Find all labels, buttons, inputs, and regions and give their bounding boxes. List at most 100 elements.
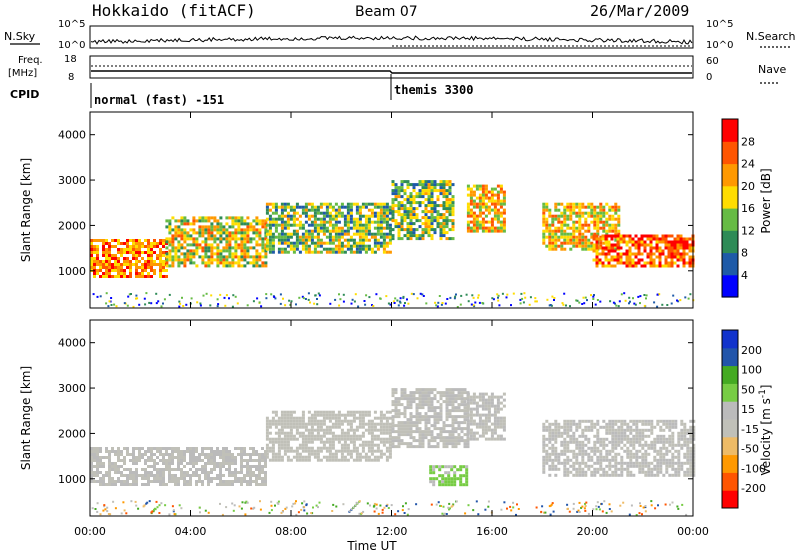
power-echo-cell bbox=[599, 215, 602, 218]
velocity-echo-cell bbox=[147, 477, 150, 480]
nsearch-tick-low: 10^0 bbox=[706, 40, 733, 51]
velocity-echo-cell bbox=[479, 426, 482, 429]
velocity-echo-cell bbox=[596, 438, 599, 441]
power-echo-cell bbox=[141, 272, 144, 275]
nsky-trace bbox=[91, 36, 692, 46]
velocity-echo-cell bbox=[162, 453, 165, 456]
power-noise-cell bbox=[181, 297, 183, 299]
velocity-echo-cell bbox=[389, 429, 392, 432]
velocity-echo-cell bbox=[237, 447, 240, 450]
power-echo-cell bbox=[485, 191, 488, 194]
power-echo-cell bbox=[416, 234, 419, 237]
power-echo-cell bbox=[144, 251, 147, 254]
velocity-echo-cell bbox=[548, 447, 551, 450]
power-echo-cell bbox=[308, 233, 311, 236]
velocity-echo-cell bbox=[177, 459, 180, 462]
power-echo-cell bbox=[135, 266, 138, 269]
power-echo-cell bbox=[491, 218, 494, 221]
power-noise-cell bbox=[368, 296, 370, 298]
velocity-echo-cell bbox=[228, 453, 231, 456]
power-echo-cell bbox=[575, 212, 578, 215]
power-echo-cell bbox=[575, 206, 578, 209]
velocity-echo-cell bbox=[305, 456, 308, 459]
velocity-echo-cell bbox=[272, 420, 275, 423]
velocity-echo-cell bbox=[207, 459, 210, 462]
power-echo-cell bbox=[470, 221, 473, 224]
power-echo-cell bbox=[189, 249, 192, 252]
velocity-echo-cell bbox=[467, 442, 470, 445]
velocity-echo-cell bbox=[626, 447, 629, 450]
velocity-noise-cell bbox=[553, 511, 555, 513]
power-echo-cell bbox=[683, 241, 686, 244]
power-echo-cell bbox=[222, 264, 225, 267]
power-echo-cell bbox=[168, 252, 171, 255]
velocity-echo-cell bbox=[278, 432, 281, 435]
velocity-echo-cell bbox=[671, 453, 674, 456]
velocity-echo-cell bbox=[365, 411, 368, 414]
power-echo-cell bbox=[287, 245, 290, 248]
velocity-echo-cell bbox=[195, 447, 198, 450]
velocity-echo-cell bbox=[338, 423, 341, 426]
velocity-echo-cell bbox=[150, 456, 153, 459]
velocity-echo-cell bbox=[635, 462, 638, 465]
velocity-echo-cell bbox=[150, 480, 153, 483]
power-echo-cell bbox=[314, 224, 317, 227]
velocity-echo-cell bbox=[281, 432, 284, 435]
power-noise-cell bbox=[288, 300, 290, 302]
velocity-echo-cell bbox=[584, 453, 587, 456]
power-echo-cell bbox=[207, 219, 210, 222]
power-echo-cell bbox=[659, 259, 662, 262]
power-echo-cell bbox=[329, 203, 332, 206]
power-echo-cell bbox=[329, 212, 332, 215]
velocity-echo-cell bbox=[192, 447, 195, 450]
velocity-echo-cell bbox=[551, 453, 554, 456]
power-echo-cell bbox=[323, 227, 326, 230]
velocity-echo-cell bbox=[656, 453, 659, 456]
power-echo-cell bbox=[563, 248, 566, 251]
power-echo-cell bbox=[177, 258, 180, 261]
power-echo-cell bbox=[413, 234, 416, 237]
power-echo-cell bbox=[662, 235, 665, 238]
power-echo-cell bbox=[132, 242, 135, 245]
power-echo-cell bbox=[584, 221, 587, 224]
velocity-echo-cell bbox=[269, 459, 272, 462]
velocity-echo-cell bbox=[545, 426, 548, 429]
power-echo-cell bbox=[174, 228, 177, 231]
velocity-echo-cell bbox=[428, 427, 431, 430]
power-echo-cell bbox=[497, 215, 500, 218]
velocity-echo-cell bbox=[413, 415, 416, 418]
power-echo-cell bbox=[308, 251, 311, 254]
velocity-echo-cell bbox=[434, 427, 437, 430]
velocity-echo-cell bbox=[428, 391, 431, 394]
nave-tick-high: 60 bbox=[706, 56, 719, 67]
power-echo-cell bbox=[126, 266, 129, 269]
power-echo-cell bbox=[261, 255, 264, 258]
velocity-echo-cell bbox=[377, 423, 380, 426]
velocity-echo-cell bbox=[569, 471, 572, 474]
velocity-echo-cell bbox=[323, 432, 326, 435]
power-echo-cell bbox=[272, 236, 275, 239]
power-noise-cell bbox=[671, 303, 673, 305]
power-echo-cell bbox=[371, 236, 374, 239]
velocity-echo-cell bbox=[177, 453, 180, 456]
velocity-echo-cell bbox=[545, 453, 548, 456]
power-echo-cell bbox=[317, 242, 320, 245]
velocity-echo-cell bbox=[554, 453, 557, 456]
velocity-echo-cell bbox=[341, 447, 344, 450]
power-echo-cell bbox=[350, 221, 353, 224]
power-echo-cell bbox=[467, 194, 470, 197]
power-echo-cell bbox=[165, 258, 168, 261]
power-echo-cell bbox=[551, 245, 554, 248]
velocity-echo-cell bbox=[350, 414, 353, 417]
power-echo-cell bbox=[350, 236, 353, 239]
velocity-echo-cell bbox=[680, 444, 683, 447]
power-echo-cell bbox=[162, 260, 165, 263]
power-noise-cell bbox=[334, 299, 336, 301]
velocity-noise-cell bbox=[436, 504, 438, 506]
power-echo-cell bbox=[335, 230, 338, 233]
power-echo-cell bbox=[437, 204, 440, 207]
velocity-echo-cell bbox=[168, 471, 171, 474]
velocity-echo-cell bbox=[287, 426, 290, 429]
power-echo-cell bbox=[305, 245, 308, 248]
velocity-echo-cell bbox=[350, 426, 353, 429]
